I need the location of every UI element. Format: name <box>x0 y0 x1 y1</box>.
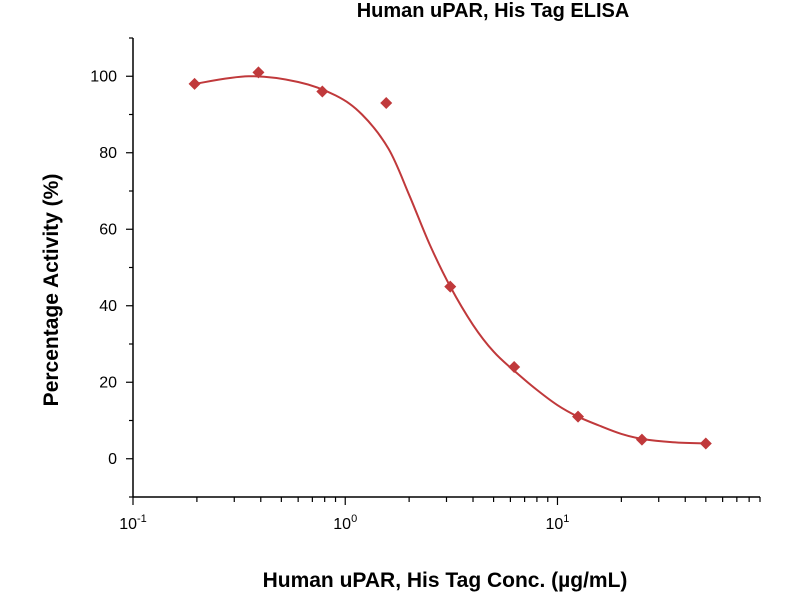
data-point <box>252 66 265 79</box>
data-point <box>572 410 585 423</box>
data-point <box>508 360 521 373</box>
y-tick-label: 0 <box>108 451 117 468</box>
y-tick-label: 60 <box>99 221 117 238</box>
ticks: 0 20 40 60 80 100 10-1 100 101 <box>90 37 761 533</box>
data-point <box>444 280 457 293</box>
chart-title: Human uPAR, His Tag ELISA <box>357 0 630 22</box>
y-tick-label: 80 <box>99 145 117 162</box>
y-axis-label: Percentage Activity (%) <box>40 174 63 407</box>
data-points <box>188 66 712 450</box>
x-tick-label: 10-1 <box>119 513 147 533</box>
data-point <box>699 437 712 450</box>
data-point <box>188 77 201 90</box>
x-tick-label: 100 <box>333 513 357 533</box>
data-point <box>316 85 329 98</box>
x-axis-label: Human uPAR, His Tag Conc. (µg/mL) <box>263 569 628 592</box>
y-tick-label: 100 <box>90 68 117 85</box>
y-tick-label: 40 <box>99 298 117 315</box>
data-point <box>380 97 393 110</box>
axes <box>132 38 760 498</box>
fit-curve <box>194 75 706 445</box>
x-tick-label: 101 <box>546 513 570 533</box>
y-tick-label: 20 <box>99 374 117 391</box>
data-point <box>635 433 648 446</box>
